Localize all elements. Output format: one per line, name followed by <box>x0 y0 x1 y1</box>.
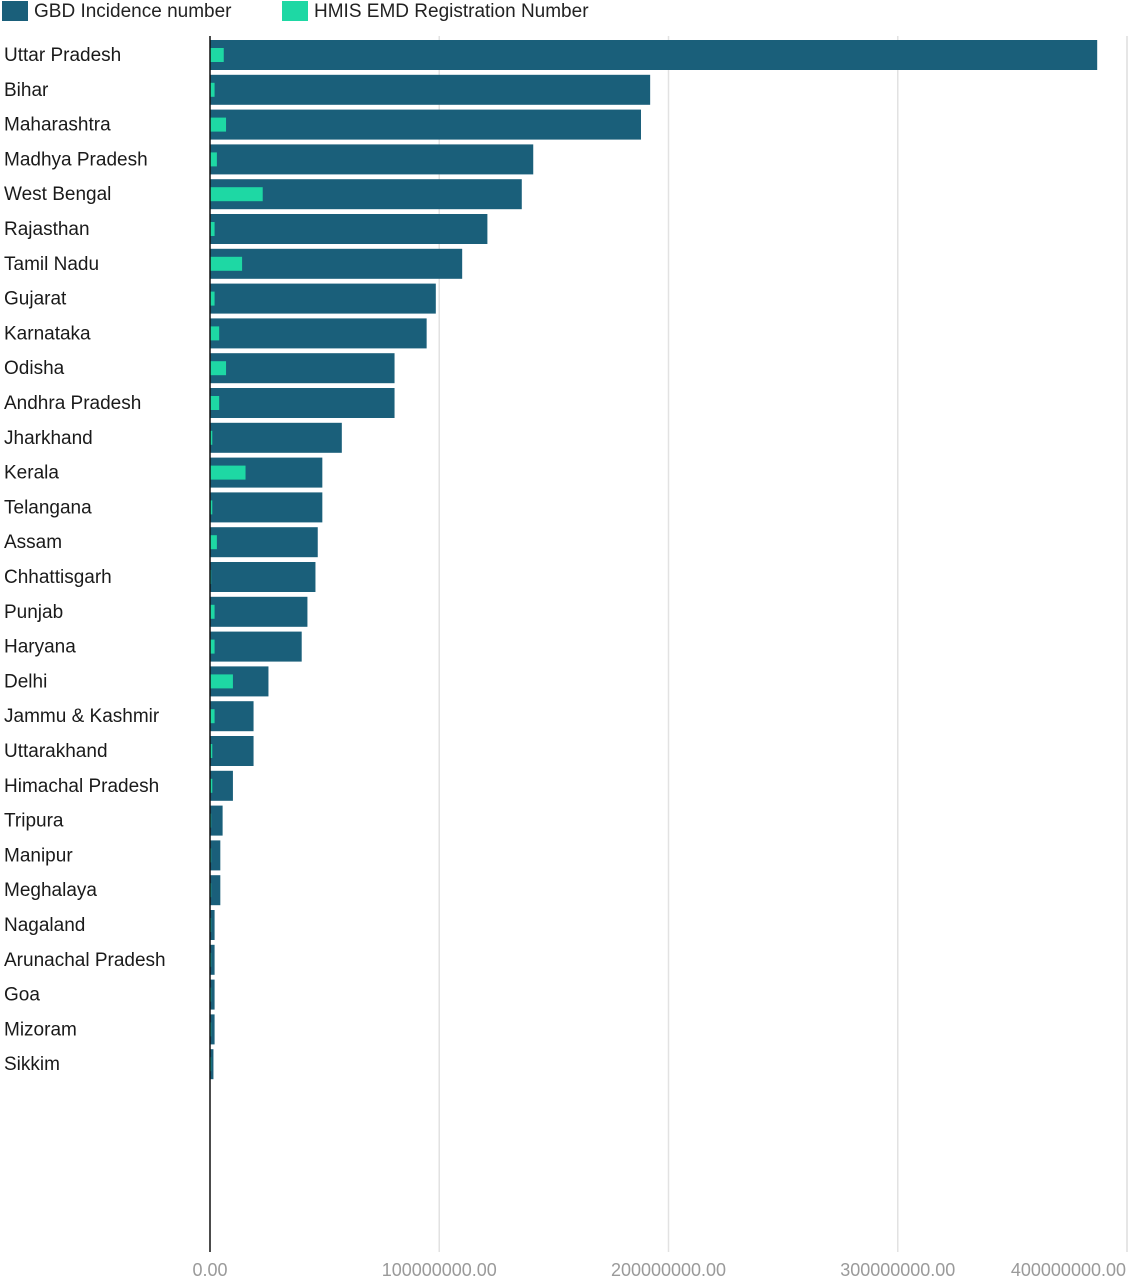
bar-gbd <box>210 214 488 244</box>
category-label: Karnataka <box>4 323 91 344</box>
category-label: Madhya Pradesh <box>4 149 148 170</box>
bar-hmis <box>210 82 215 97</box>
category-label: Goa <box>4 985 40 1006</box>
category-label: Jharkhand <box>4 428 93 449</box>
category-label: Kerala <box>4 463 59 484</box>
bar-hmis <box>210 117 227 132</box>
bar-hmis <box>210 326 220 341</box>
bar-gbd <box>210 422 342 453</box>
bar-gbd <box>210 910 215 940</box>
bar-hmis <box>210 256 243 271</box>
bar-gbd <box>210 875 221 906</box>
x-axis-tick-labels: 0.00 100000000.00 200000000.00 300000000.00… <box>192 1260 1126 1280</box>
category-label: Meghalaya <box>4 880 97 901</box>
bar-gbd <box>210 318 427 349</box>
bar-gbd <box>210 701 254 732</box>
bar-gbd <box>210 736 254 766</box>
bar-gbd <box>210 840 221 871</box>
bar-hmis <box>210 535 217 550</box>
category-label: Assam <box>4 532 62 553</box>
category-label: Rajasthan <box>4 219 90 240</box>
category-label: West Bengal <box>4 184 111 205</box>
bar-hmis <box>210 778 213 793</box>
category-label: Delhi <box>4 671 47 692</box>
category-label: Uttarakhand <box>4 741 108 762</box>
bar-hmis <box>210 709 215 724</box>
bar-hmis <box>210 48 224 62</box>
bar-gbd <box>210 283 436 314</box>
bar-gbd <box>210 353 395 384</box>
category-labels: Uttar Pradesh Bihar Maharashtra Madhya Prad… <box>4 45 166 1075</box>
legend-swatch-gbd <box>2 1 28 21</box>
category-label: Sikkim <box>4 1054 60 1075</box>
legend: GBD Incidence number HMIS EMD Registrati… <box>2 1 589 22</box>
bar-hmis <box>210 187 263 202</box>
x-tick-label: 400000000.00 <box>1011 1260 1126 1280</box>
x-tick-label: 300000000.00 <box>840 1260 955 1280</box>
bar-hmis <box>210 604 215 619</box>
bar-gbd <box>210 631 302 662</box>
bar-gbd <box>210 1049 214 1080</box>
bar-gbd <box>210 74 651 105</box>
bar-hmis <box>210 361 227 376</box>
category-label: Tamil Nadu <box>4 254 99 275</box>
bar-hmis <box>210 465 246 480</box>
category-label: Maharashtra <box>4 115 111 136</box>
category-label: Gujarat <box>4 289 67 310</box>
bar-gbd <box>210 596 308 627</box>
bar-hmis <box>210 639 215 654</box>
bar-gbd <box>210 1014 215 1045</box>
bar-gbd <box>210 492 323 523</box>
bar-gbd <box>210 109 641 140</box>
legend-swatch-hmis <box>282 1 308 21</box>
category-label: Andhra Pradesh <box>4 393 141 414</box>
bar-gbd <box>210 40 1098 70</box>
legend-label-hmis: HMIS EMD Registration Number <box>314 1 589 22</box>
bar-gbd <box>210 144 534 175</box>
category-label: Haryana <box>4 637 76 658</box>
category-label: Tripura <box>4 811 64 832</box>
bar-gbd <box>210 770 233 801</box>
legend-label-gbd: GBD Incidence number <box>34 1 232 22</box>
category-label: Nagaland <box>4 915 85 936</box>
category-label: Chhattisgarh <box>4 567 112 588</box>
bar-hmis <box>210 500 213 515</box>
bars <box>210 40 1098 1080</box>
gridlines <box>438 36 1128 1252</box>
category-label: Jammu & Kashmir <box>4 706 160 727</box>
bar-hmis <box>210 152 217 167</box>
category-label: Uttar Pradesh <box>4 45 121 66</box>
bar-gbd <box>210 562 316 592</box>
bar-gbd <box>210 388 395 418</box>
bar-gbd <box>210 944 215 975</box>
bar-hmis <box>210 291 215 306</box>
category-label: Telangana <box>4 497 92 518</box>
category-label: Odisha <box>4 358 65 379</box>
x-tick-label: 100000000.00 <box>382 1260 497 1280</box>
bar-hmis <box>210 222 215 236</box>
bar-hmis <box>210 744 213 758</box>
x-tick-label: 200000000.00 <box>611 1260 726 1280</box>
bar-gbd <box>210 248 463 279</box>
category-label: Arunachal Pradesh <box>4 950 166 971</box>
x-tick-label: 0.00 <box>192 1260 227 1280</box>
bar-gbd <box>210 979 215 1010</box>
bar-hmis <box>210 430 213 445</box>
bar-gbd <box>210 805 223 836</box>
category-label: Manipur <box>4 845 73 866</box>
category-label: Bihar <box>4 80 49 101</box>
bar-gbd <box>210 527 318 558</box>
bar-hmis <box>210 674 233 689</box>
category-label: Punjab <box>4 602 63 623</box>
bar-hmis <box>210 396 220 410</box>
category-label: Himachal Pradesh <box>4 776 159 797</box>
category-label: Mizoram <box>4 1019 77 1040</box>
